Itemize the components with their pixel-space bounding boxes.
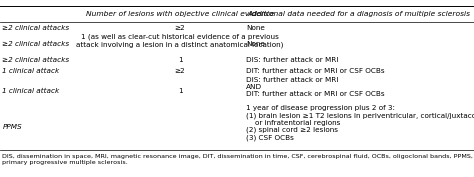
- Text: PPMS: PPMS: [2, 124, 22, 130]
- Text: 1 year of disease progression plus 2 of 3:
(1) brain lesion ≥1 T2 lesions in per: 1 year of disease progression plus 2 of …: [246, 105, 474, 141]
- Text: Additional data needed for a diagnosis of multiple sclerosis: Additional data needed for a diagnosis o…: [247, 11, 471, 17]
- Text: None: None: [246, 41, 265, 47]
- Text: 1 (as well as clear-cut historical evidence of a previous
attack involving a les: 1 (as well as clear-cut historical evide…: [76, 34, 284, 48]
- Text: DIS: further attack or MRI
AND
DIT: further attack or MRI or CSF OCBs: DIS: further attack or MRI AND DIT: furt…: [246, 77, 384, 97]
- Text: DIS, dissemination in space, MRI, magnetic resonance image, DIT, dissemination i: DIS, dissemination in space, MRI, magnet…: [2, 154, 473, 165]
- Text: 1 clinical attack: 1 clinical attack: [2, 68, 60, 74]
- Text: ≥2: ≥2: [175, 25, 185, 31]
- Text: DIS: further attack or MRI: DIS: further attack or MRI: [246, 57, 338, 63]
- Text: None: None: [246, 25, 265, 31]
- Text: 1: 1: [178, 57, 182, 63]
- Text: ≥2 clinical attacks: ≥2 clinical attacks: [2, 41, 70, 47]
- Text: Number of lesions with objective clinical evidence: Number of lesions with objective clinica…: [86, 11, 274, 17]
- Text: ≥2: ≥2: [175, 68, 185, 74]
- Text: 1 clinical attack: 1 clinical attack: [2, 87, 60, 93]
- Text: 1: 1: [178, 87, 182, 93]
- Text: ≥2 clinical attacks: ≥2 clinical attacks: [2, 57, 70, 63]
- Text: DIT: further attack or MRI or CSF OCBs: DIT: further attack or MRI or CSF OCBs: [246, 68, 384, 74]
- Text: ≥2 clinical attacks: ≥2 clinical attacks: [2, 25, 70, 31]
